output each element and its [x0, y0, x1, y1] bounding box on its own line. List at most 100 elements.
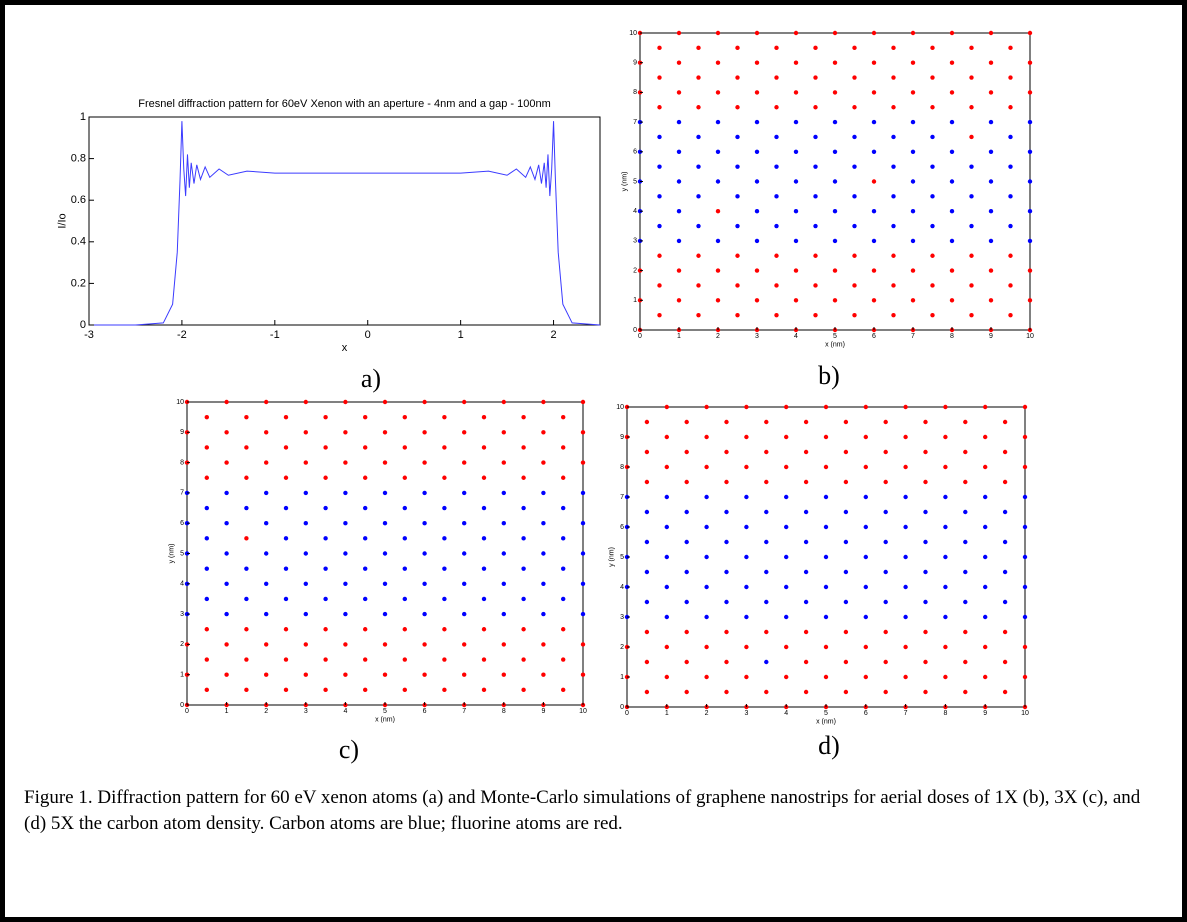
- atom-point: [832, 119, 838, 125]
- atom-point: [793, 238, 799, 244]
- atom-point: [684, 539, 689, 545]
- atom-point: [744, 404, 749, 410]
- x-tick-label: 6: [423, 708, 427, 715]
- atom-point: [442, 505, 447, 511]
- atom-point: [871, 298, 877, 303]
- atom-point: [363, 566, 368, 571]
- atom-point: [754, 90, 760, 95]
- atom-point: [764, 569, 769, 575]
- atom-point: [462, 521, 467, 526]
- atom-point: [1022, 614, 1028, 620]
- atom-point: [244, 475, 249, 480]
- atom-point: [704, 584, 709, 590]
- atom-point: [343, 642, 348, 647]
- atom-point: [983, 494, 988, 500]
- atom-point: [764, 659, 769, 665]
- atom-point: [442, 475, 447, 480]
- atom-point: [343, 430, 348, 435]
- atom-point: [813, 75, 818, 80]
- atom-point: [684, 599, 689, 605]
- atom-point: [402, 596, 407, 602]
- atom-point: [910, 90, 916, 95]
- atom-point: [696, 134, 701, 140]
- atom-point: [204, 414, 209, 420]
- atom-point: [823, 524, 829, 530]
- atom-point: [930, 194, 935, 199]
- atom-point: [774, 253, 779, 258]
- atom-point: [983, 434, 988, 440]
- atom-point: [983, 524, 988, 530]
- atom-point: [883, 629, 888, 635]
- atom-point: [303, 581, 308, 586]
- atom-point: [983, 644, 988, 650]
- atom-point: [963, 599, 968, 605]
- atom-point: [664, 434, 669, 440]
- atom-point: [323, 596, 328, 602]
- atom-point: [402, 445, 407, 450]
- atom-point: [863, 554, 868, 560]
- atom-point: [224, 430, 229, 435]
- x-tick-label: 7: [904, 710, 908, 717]
- atom-point: [871, 60, 877, 65]
- y-tick-label: 6: [620, 524, 624, 531]
- atom-point: [724, 569, 729, 575]
- atom-point: [883, 449, 888, 455]
- atom-point: [784, 614, 789, 620]
- atom-point: [813, 223, 818, 229]
- atom-point: [764, 539, 769, 545]
- atom-point: [283, 536, 289, 541]
- atom-point: [988, 209, 994, 214]
- atom-point: [943, 644, 948, 650]
- atom-point: [852, 253, 857, 258]
- atom-point: [264, 430, 269, 435]
- atom-point: [813, 253, 818, 258]
- x-tick-label: -1: [270, 329, 280, 341]
- atom-point: [244, 627, 249, 632]
- atom-point: [501, 581, 506, 586]
- atom-point: [923, 599, 928, 605]
- y-axis-label: y (nm): [621, 172, 628, 192]
- atom-point: [715, 268, 721, 273]
- atom-point: [923, 449, 928, 455]
- atom-point: [832, 90, 838, 95]
- atom-point: [580, 430, 586, 435]
- atom-point: [949, 298, 955, 303]
- x-axis-label: x (nm): [816, 719, 836, 726]
- atom-point: [382, 581, 388, 586]
- atom-point: [676, 179, 682, 184]
- atom-point: [481, 687, 487, 693]
- x-tick-label: 2: [716, 333, 720, 340]
- atom-point: [422, 430, 427, 435]
- atom-point: [910, 179, 916, 184]
- atom-point: [754, 30, 760, 36]
- y-tick-label: 0: [80, 319, 86, 331]
- atom-point: [774, 134, 779, 140]
- atom-point: [891, 194, 896, 199]
- atom-point: [224, 642, 229, 647]
- atom-point: [657, 45, 662, 51]
- atom-point: [852, 312, 857, 318]
- atom-point: [754, 268, 760, 273]
- atom-point: [832, 149, 838, 154]
- atom-point: [462, 672, 467, 677]
- atom-point: [832, 298, 838, 303]
- atom-point: [863, 644, 868, 650]
- atom-point: [903, 674, 908, 680]
- atom-point: [1008, 134, 1013, 140]
- atom-point: [923, 419, 928, 425]
- x-tick-label: 9: [989, 333, 993, 340]
- atom-point: [923, 539, 928, 545]
- y-tick-label: 2: [620, 644, 624, 651]
- atom-point: [744, 674, 749, 680]
- atom-point: [843, 689, 849, 695]
- atom-point: [1002, 659, 1008, 665]
- atom-point: [402, 566, 407, 571]
- atom-point: [764, 419, 769, 425]
- atom-point: [343, 672, 348, 677]
- atom-point: [969, 312, 974, 318]
- atom-point: [823, 584, 829, 590]
- atom-point: [793, 90, 799, 95]
- atom-point: [793, 209, 799, 214]
- atom-point: [204, 627, 209, 632]
- atom-point: [923, 479, 928, 485]
